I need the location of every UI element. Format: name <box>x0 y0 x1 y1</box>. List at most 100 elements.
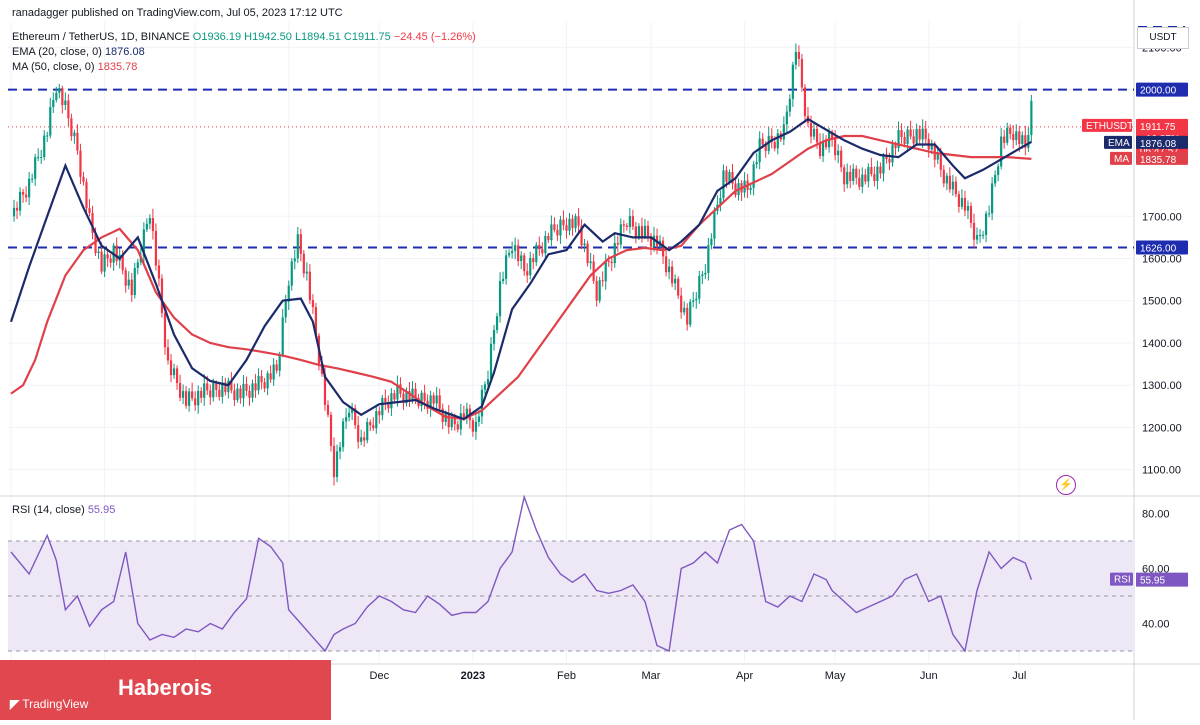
currency-selector[interactable]: USDT <box>1137 27 1189 49</box>
candle-body <box>818 142 822 157</box>
candle-body <box>843 167 846 185</box>
ema-value-tag-text: 1876.08 <box>1140 139 1177 150</box>
candle-body <box>453 419 456 425</box>
candle-body <box>909 129 912 137</box>
candle-body <box>181 391 185 398</box>
candle-body <box>803 87 807 116</box>
candle-body <box>94 233 97 254</box>
candle-body <box>169 360 173 376</box>
change-value: −24.45 (−1.26%) <box>393 31 476 43</box>
candle-body <box>520 255 523 262</box>
candle-body <box>212 382 215 398</box>
candle-body <box>335 451 339 478</box>
candle-body <box>840 150 843 168</box>
candle-body <box>49 107 52 136</box>
candle-body <box>722 170 725 199</box>
high-value: H1942.50 <box>244 31 292 43</box>
candle-body <box>40 157 43 159</box>
candle-body <box>897 130 900 148</box>
watermark-banner: Haberois ◤ TradingView <box>0 660 331 720</box>
candle-body <box>541 249 544 254</box>
candle-body <box>142 229 145 257</box>
candle-body <box>668 266 671 273</box>
candle-body <box>565 225 568 231</box>
candle-body <box>145 223 148 230</box>
ma-legend[interactable]: MA (50, close, 0) 1835.78 <box>12 61 137 73</box>
candle-body <box>357 425 360 442</box>
level-tag-1626-text: 1626.00 <box>1140 244 1177 255</box>
candle-body <box>568 218 571 231</box>
candle-body <box>984 213 988 235</box>
candle-body <box>408 391 411 401</box>
candle-body <box>598 280 601 301</box>
candle-body <box>888 159 891 163</box>
level-tag-2000-text: 2000.00 <box>1140 86 1177 97</box>
candle-body <box>495 316 499 331</box>
candle-body <box>583 243 586 246</box>
time-tick-label: Apr <box>736 670 753 682</box>
candle-body <box>21 191 25 195</box>
candle-body <box>508 253 511 256</box>
candle-body <box>130 279 133 296</box>
candle-body <box>1015 131 1018 141</box>
lightning-icon[interactable]: ⚡ <box>1056 475 1076 495</box>
time-tick-label: May <box>825 670 846 682</box>
candle-body <box>855 168 858 178</box>
candle-body <box>966 206 970 211</box>
candle-body <box>613 243 616 264</box>
tradingview-logo: ◤ TradingView <box>10 697 89 711</box>
candle-body <box>34 157 37 179</box>
candle-body <box>821 141 825 157</box>
ema-name-tag <box>1104 135 1132 149</box>
candle-body <box>18 191 22 211</box>
candle-body <box>969 206 973 223</box>
candle-body <box>136 262 139 268</box>
time-tick-label: 2023 <box>461 670 485 682</box>
symbol-tag <box>1082 118 1132 132</box>
candle-body <box>314 307 318 336</box>
candle-body <box>323 373 327 405</box>
candle-body <box>227 380 230 393</box>
candle-body <box>652 235 656 247</box>
candle-body <box>363 437 366 441</box>
candle-body <box>517 245 520 262</box>
candle-body <box>233 390 236 401</box>
candle-body <box>689 301 692 325</box>
candle-body <box>435 395 438 404</box>
candle-body <box>278 354 281 371</box>
ema-label: EMA (20, close, 0) <box>12 46 102 58</box>
candle-body <box>634 226 638 238</box>
candle-body <box>547 236 550 241</box>
symbol-tag-text: ETHUSDT <box>1086 121 1133 132</box>
candle-body <box>97 251 100 254</box>
candle-body <box>755 162 758 165</box>
candle-body <box>1030 100 1033 136</box>
candle-body <box>903 136 906 144</box>
time-tick-label: Jul <box>1012 670 1026 682</box>
candle-body <box>734 183 737 196</box>
candle-body <box>498 281 502 317</box>
candle-body <box>788 98 791 112</box>
candle-body <box>987 213 991 215</box>
candle-body <box>308 271 311 301</box>
candle-body <box>160 278 164 313</box>
price-tick-label: 1600.00 <box>1142 254 1182 266</box>
candle-body <box>106 254 109 259</box>
candle-body <box>719 198 722 205</box>
time-tick-label: Mar <box>642 670 661 682</box>
candle-body <box>661 240 665 257</box>
candle-body <box>695 298 698 301</box>
candle-body <box>115 245 118 261</box>
candle-body <box>28 178 31 198</box>
candle-body <box>423 392 426 401</box>
rsi-legend[interactable]: RSI (14, close) 55.95 <box>12 504 115 516</box>
candle-body <box>55 92 58 100</box>
candle-body <box>345 417 348 422</box>
candle-body <box>894 144 897 148</box>
ema-legend[interactable]: EMA (20, close, 0) 1876.08 <box>12 46 145 58</box>
candle-body <box>378 411 381 416</box>
candle-body <box>242 383 245 399</box>
rsi-value-tag-text: 55.95 <box>1140 576 1165 587</box>
